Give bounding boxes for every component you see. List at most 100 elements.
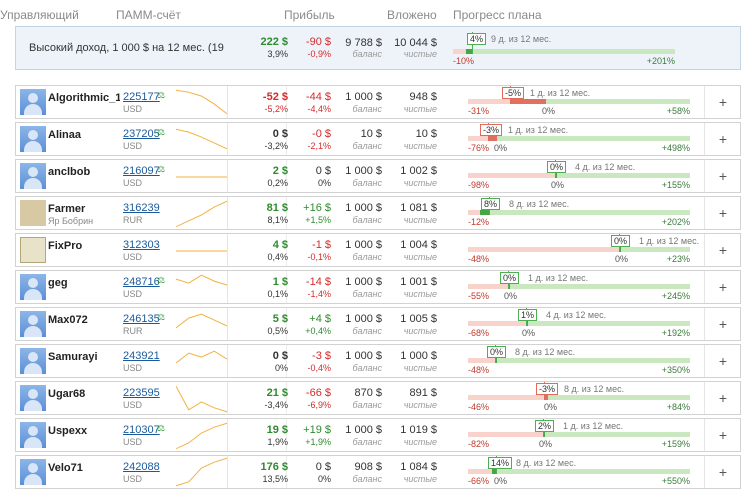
flask-icon: ⚖ — [157, 275, 166, 285]
manager-name[interactable]: Alinaa — [48, 129, 82, 141]
avatar[interactable] — [20, 385, 46, 411]
add-button[interactable]: + — [704, 345, 741, 377]
featured-balance: 9 788 $ — [345, 37, 382, 49]
plan-badge: 1% — [518, 309, 538, 321]
table-row[interactable]: Uspexx 210307 ⚖ USD 19 $ 1,9% +19 $ +1,9… — [15, 418, 741, 452]
header-invested[interactable]: Вложено — [387, 8, 437, 22]
net-value: 1 004 $ — [400, 239, 437, 251]
account-link[interactable]: 248716 — [123, 276, 160, 288]
add-button[interactable]: + — [704, 234, 741, 266]
daily-value: -14 $ — [305, 276, 331, 288]
account-link[interactable]: 225177 — [123, 91, 160, 103]
table-row[interactable]: Algorithmic_1 225177 ⚖ USD -52 $ -5,2% -… — [15, 85, 741, 119]
account-link[interactable]: 316239 — [123, 202, 160, 214]
header-profit[interactable]: Прибыль — [284, 8, 335, 22]
table-row[interactable]: Farmer Яр Бобрин 316239 RUR 81 $ 8,1% +1… — [15, 196, 741, 230]
add-button[interactable]: + — [704, 271, 741, 303]
daily-value: -0 $ — [312, 128, 331, 140]
table-row[interactable]: Velo71 242088 USD 176 $ 13,5% 0 $ 0% 908… — [15, 455, 741, 489]
plan-zero: 0% — [615, 254, 629, 264]
plan-lo: -68% — [468, 328, 490, 338]
plan-zero: 0% — [494, 476, 508, 486]
plan-lo: -48% — [468, 365, 490, 375]
add-button[interactable]: + — [704, 382, 741, 414]
plan-note: 1 д. из 12 мес. — [528, 273, 589, 283]
daily-value: 0 $ — [315, 165, 331, 177]
add-button[interactable]: + — [704, 160, 741, 192]
plan-progress: 0% 4 д. из 12 мес. -98% 0% +155% — [468, 160, 690, 192]
header-manager[interactable]: Управляющий — [0, 8, 79, 22]
table-row[interactable]: Ugar68 223595 USD 21 $ -3,4% -66 $ -6,9%… — [15, 381, 741, 415]
featured-name[interactable]: Высокий доход, 1 000 $ на 12 мес. (19 — [29, 42, 224, 54]
avatar[interactable] — [20, 274, 46, 300]
plan-note: 8 д. из 12 мес. — [509, 199, 570, 209]
balance-label: баланс — [352, 289, 382, 299]
avatar[interactable] — [20, 237, 46, 263]
add-button[interactable]: + — [704, 86, 741, 118]
manager-name[interactable]: Max072 — [48, 314, 88, 326]
account-link[interactable]: 237205 — [123, 128, 160, 140]
account-currency: RUR — [123, 215, 143, 225]
avatar[interactable] — [20, 89, 46, 115]
manager-name[interactable]: Samurayi — [48, 351, 98, 363]
add-button[interactable]: + — [704, 123, 741, 155]
flask-icon: ⚖ — [157, 164, 166, 174]
avatar[interactable] — [20, 200, 46, 226]
avatar[interactable] — [20, 459, 46, 485]
header-progress[interactable]: Прогресс плана — [453, 8, 542, 22]
manager-name[interactable]: FixPro — [48, 240, 83, 252]
table-row[interactable]: Max072 246135 ⚖ RUR 5 $ 0,5% +4 $ +0,4% … — [15, 307, 741, 341]
plan-lo: -46% — [468, 402, 490, 412]
daily-pct: -0,4% — [307, 363, 331, 373]
account-link[interactable]: 246135 — [123, 313, 160, 325]
account-link[interactable]: 216097 — [123, 165, 160, 177]
net-label: чистые — [403, 326, 437, 336]
featured-offer[interactable]: Высокий доход, 1 000 $ на 12 мес. (19 22… — [15, 26, 741, 70]
avatar[interactable] — [20, 422, 46, 448]
sparkline-chart — [176, 160, 228, 192]
balance-value: 1 000 $ — [345, 202, 382, 214]
avatar[interactable] — [20, 311, 46, 337]
avatar[interactable] — [20, 163, 46, 189]
table-row[interactable]: geg 248716 ⚖ USD 1 $ 0,1% -14 $ -1,4% 1 … — [15, 270, 741, 304]
account-currency: USD — [123, 363, 143, 373]
manager-name[interactable]: Velo71 — [48, 462, 83, 474]
add-button[interactable]: + — [704, 197, 741, 229]
profit-pct: 8,1% — [267, 215, 288, 225]
daily-pct: -2,1% — [307, 141, 331, 151]
account-link[interactable]: 312303 — [123, 239, 160, 251]
daily-value: -66 $ — [305, 387, 331, 399]
table-row[interactable]: anclbob 216097 ⚖ USD 2 $ 0,2% 0 $ 0% 1 0… — [15, 159, 741, 193]
header-account[interactable]: ПАММ-счёт — [116, 8, 181, 22]
account-link[interactable]: 210307 — [123, 424, 160, 436]
net-value: 1 084 $ — [400, 461, 437, 473]
flask-icon: ⚖ — [157, 312, 166, 322]
featured-net: 10 044 $ — [394, 37, 437, 49]
manager-name[interactable]: geg — [48, 277, 68, 289]
daily-pct: +1,5% — [305, 215, 331, 225]
table-row[interactable]: FixPro 312303 USD 4 $ 0,4% -1 $ -0,1% 1 … — [15, 233, 741, 267]
plan-lo: -48% — [468, 254, 490, 264]
manager-name[interactable]: anclbob — [48, 166, 91, 178]
table-row[interactable]: Alinaa 237205 ⚖ USD 0 $ -3,2% -0 $ -2,1%… — [15, 122, 741, 156]
account-link[interactable]: 223595 — [123, 387, 160, 399]
flask-icon: ⚖ — [157, 127, 166, 137]
add-button[interactable]: + — [704, 456, 741, 488]
add-button[interactable]: + — [704, 419, 741, 451]
plan-zero: 0% — [551, 180, 565, 190]
manager-name[interactable]: Algorithmic_1 — [48, 92, 120, 104]
manager-name[interactable]: Ugar68 — [48, 388, 86, 400]
manager-name[interactable]: Farmer — [48, 203, 86, 215]
account-link[interactable]: 242088 — [123, 461, 160, 473]
balance-value: 1 000 $ — [345, 91, 382, 103]
balance-label: баланс — [352, 141, 382, 151]
sparkline-chart — [176, 234, 228, 266]
avatar[interactable] — [20, 348, 46, 374]
account-currency: USD — [123, 289, 143, 299]
avatar[interactable] — [20, 126, 46, 152]
account-link[interactable]: 243921 — [123, 350, 160, 362]
add-button[interactable]: + — [704, 308, 741, 340]
manager-name[interactable]: Uspexx — [48, 425, 88, 437]
balance-value: 908 $ — [354, 461, 382, 473]
table-row[interactable]: Samurayi 243921 USD 0 $ 0% -3 $ -0,4% 1 … — [15, 344, 741, 378]
